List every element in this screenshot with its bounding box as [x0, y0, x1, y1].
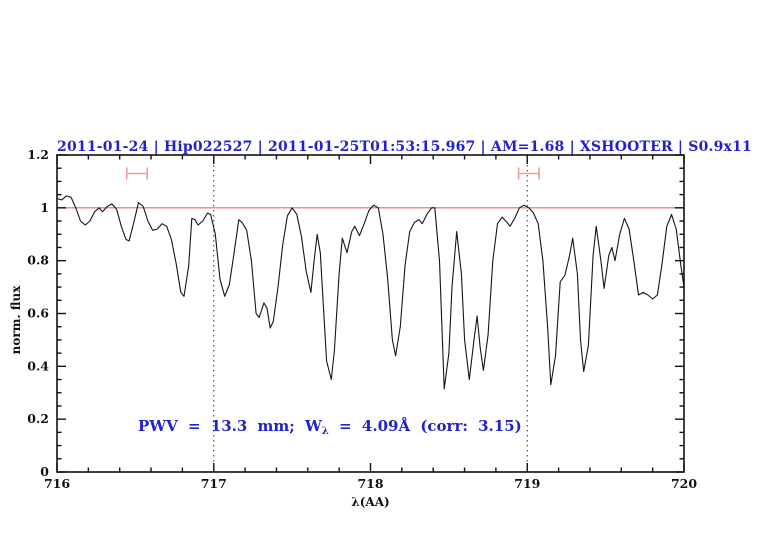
x-tick-label: 717	[201, 476, 227, 491]
x-tick-label: 716	[44, 476, 70, 491]
x-tick-label: 720	[671, 476, 697, 491]
y-tick-label: 0.8	[27, 253, 49, 268]
y-tick-label: 0.6	[27, 306, 49, 321]
y-tick-label: 1	[40, 200, 49, 215]
plot-title: 2011-01-24 | Hip022527 | 2011-01-25T01:5…	[57, 139, 752, 155]
x-tick-label: 719	[514, 476, 540, 491]
annotation-prefix: PWV = 13.3 mm; W	[138, 417, 322, 435]
annotation-lambda-subscript: λ	[321, 426, 329, 437]
y-axis-label: norm. flux	[9, 285, 23, 355]
y-tick-label: 0.2	[27, 411, 49, 426]
y-tick-label: 1.2	[27, 147, 49, 162]
x-tick-label: 718	[357, 476, 383, 491]
pwv-annotation: PWV = 13.3 mm; Wλ = 4.09Å (corr: 3.15)	[138, 417, 522, 437]
spectrum-line	[56, 195, 685, 390]
x-axis-label: λ(AA)	[351, 495, 389, 509]
annotation-suffix: = 4.09Å (corr: 3.15)	[328, 417, 522, 435]
y-tick-label: 0.4	[27, 358, 49, 373]
y-tick-label: 0	[40, 464, 49, 479]
